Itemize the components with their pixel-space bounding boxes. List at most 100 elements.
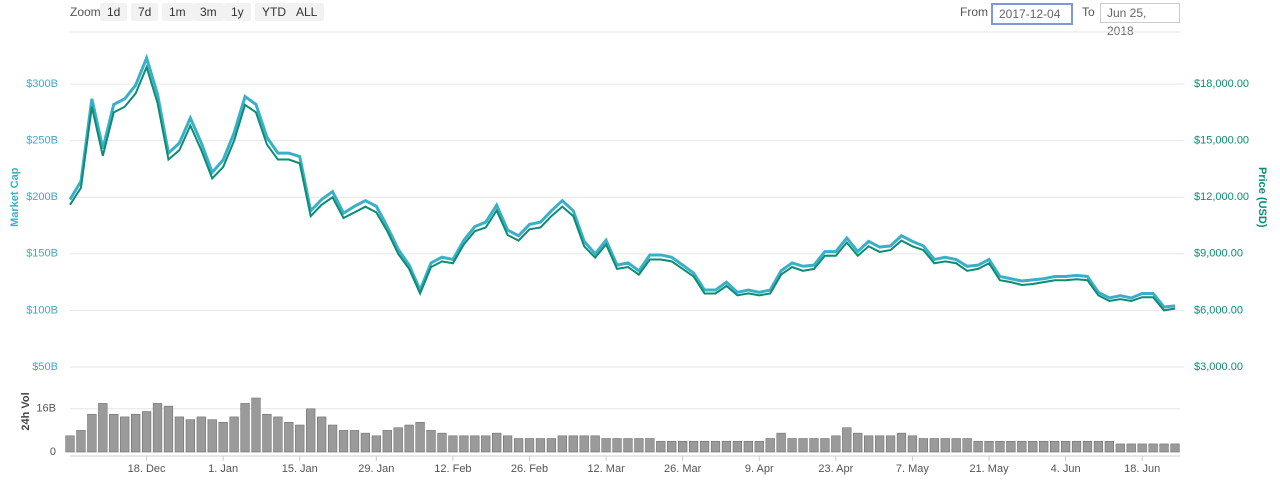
to-input[interactable]: Jun 25, 2018 bbox=[1100, 3, 1180, 38]
bar bbox=[437, 432, 447, 453]
zoom-button[interactable]: 1y bbox=[224, 3, 251, 21]
bar bbox=[120, 416, 130, 453]
y-tick-label: 0 bbox=[50, 446, 56, 458]
bar bbox=[492, 432, 502, 453]
y2-tick-label: $18,000.00 bbox=[1194, 78, 1249, 90]
bar bbox=[688, 440, 699, 453]
bar bbox=[535, 438, 546, 453]
bar bbox=[152, 403, 163, 453]
bar bbox=[470, 435, 480, 453]
axis-title: Market Cap bbox=[9, 167, 21, 227]
series-line bbox=[68, 53, 1176, 309]
bar bbox=[656, 440, 666, 453]
bar bbox=[590, 435, 600, 453]
bar bbox=[207, 419, 217, 453]
bar bbox=[1148, 443, 1158, 453]
bar bbox=[295, 424, 305, 453]
bar bbox=[448, 435, 458, 453]
zoom-button[interactable]: 1d bbox=[100, 3, 128, 21]
bar bbox=[951, 438, 961, 453]
y-tick-label: 16B bbox=[36, 403, 56, 415]
zoom-button[interactable]: 3m bbox=[193, 3, 224, 21]
x-tick-label: 12. Mar bbox=[587, 463, 625, 475]
y-tick-label: $150B bbox=[26, 248, 58, 260]
bar bbox=[371, 435, 381, 453]
bar bbox=[623, 438, 633, 453]
bar bbox=[634, 438, 644, 453]
y2-tick-label: $6,000.00 bbox=[1194, 304, 1243, 316]
bar bbox=[601, 438, 611, 453]
zoom-label: Zoom bbox=[70, 5, 101, 19]
bar bbox=[240, 403, 250, 453]
bar bbox=[174, 416, 185, 453]
zoom-button[interactable]: YTD bbox=[255, 3, 293, 21]
bar bbox=[557, 435, 567, 453]
bar bbox=[995, 440, 1005, 453]
series-line bbox=[69, 64, 1176, 312]
bar bbox=[317, 416, 327, 453]
bar bbox=[1170, 443, 1180, 453]
bar bbox=[973, 440, 983, 453]
bar bbox=[87, 413, 97, 453]
bar bbox=[481, 435, 491, 453]
bar bbox=[546, 438, 557, 453]
bar bbox=[984, 440, 994, 453]
y-tick-label: $200B bbox=[26, 191, 58, 203]
bar bbox=[678, 440, 688, 453]
axis-title: 24h Vol bbox=[20, 392, 32, 430]
bar bbox=[229, 416, 239, 453]
bar bbox=[940, 438, 950, 453]
bar bbox=[853, 432, 863, 453]
bar bbox=[1039, 440, 1049, 453]
bar bbox=[710, 440, 721, 453]
axis-title: Price (USD) bbox=[1256, 167, 1268, 228]
bar bbox=[699, 440, 710, 453]
zoom-button[interactable]: 1m bbox=[162, 3, 193, 21]
bar bbox=[338, 430, 349, 453]
y-tick-label: $250B bbox=[26, 135, 58, 147]
bar bbox=[842, 427, 852, 453]
bar bbox=[251, 397, 261, 453]
bar bbox=[929, 438, 939, 453]
bar bbox=[513, 438, 524, 453]
zoom-button[interactable]: ALL bbox=[289, 3, 325, 21]
bar bbox=[1104, 440, 1114, 453]
bar bbox=[218, 422, 228, 453]
bar bbox=[776, 432, 786, 453]
bar bbox=[459, 435, 469, 453]
bar bbox=[1050, 440, 1060, 453]
bar bbox=[896, 432, 907, 453]
bar bbox=[754, 440, 764, 453]
bar bbox=[327, 424, 338, 453]
bar bbox=[98, 403, 108, 453]
bar bbox=[404, 424, 414, 453]
to-label: To bbox=[1082, 5, 1095, 19]
bar bbox=[65, 435, 75, 453]
x-tick-label: 18. Jun bbox=[1124, 463, 1160, 475]
x-tick-label: 15. Jan bbox=[282, 463, 318, 475]
bar bbox=[721, 440, 732, 453]
bar bbox=[1115, 443, 1125, 453]
bar bbox=[579, 435, 589, 453]
bar bbox=[765, 438, 775, 453]
bar bbox=[667, 440, 677, 453]
x-tick-label: 9. Apr bbox=[745, 463, 774, 475]
x-tick-label: 4. Jun bbox=[1051, 463, 1081, 475]
bar bbox=[798, 438, 808, 453]
bar bbox=[393, 427, 403, 453]
bar bbox=[415, 422, 425, 453]
bar bbox=[1093, 440, 1104, 453]
bar bbox=[918, 438, 928, 453]
bar bbox=[864, 435, 874, 453]
from-input[interactable]: 2017-12-04 bbox=[991, 3, 1073, 25]
x-tick-label: 12. Feb bbox=[434, 463, 471, 475]
zoom-button[interactable]: 7d bbox=[131, 3, 159, 21]
y-tick-label: $300B bbox=[26, 78, 58, 90]
y2-tick-label: $12,000.00 bbox=[1194, 191, 1249, 203]
y2-tick-label: $15,000.00 bbox=[1194, 135, 1249, 147]
bar bbox=[885, 435, 896, 453]
x-tick-label: 18. Dec bbox=[128, 463, 166, 475]
bar bbox=[1017, 440, 1027, 453]
bar bbox=[1071, 440, 1082, 453]
